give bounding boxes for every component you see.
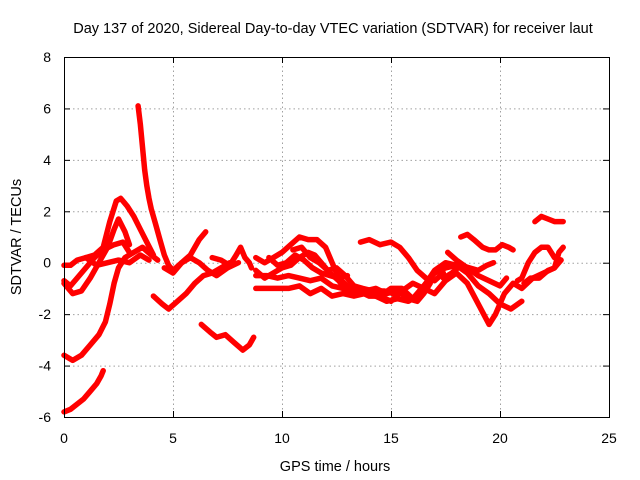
series-arc3 xyxy=(61,367,106,415)
y-tick-label: 0 xyxy=(43,255,51,271)
x-tick-label: 0 xyxy=(60,430,68,446)
series-arc11 xyxy=(209,244,255,271)
series-layer xyxy=(61,103,566,415)
x-tick-label: 5 xyxy=(169,430,177,446)
series-arc23 xyxy=(521,244,566,287)
series-arc1 xyxy=(61,216,133,297)
series-arc4 xyxy=(61,195,157,269)
series-arc17 xyxy=(266,252,351,281)
x-tick-label: 20 xyxy=(492,430,508,446)
series-arc8 xyxy=(150,259,233,312)
series-arc18 xyxy=(357,236,447,284)
series-arc21 xyxy=(458,231,516,253)
x-tick-label: 25 xyxy=(601,430,617,446)
series-arc7 xyxy=(135,103,242,279)
series-arc10 xyxy=(198,321,257,353)
series-arc15 xyxy=(253,272,433,305)
y-tick-label: 8 xyxy=(43,49,51,65)
series-arc19 xyxy=(444,249,510,289)
y-tick-label: 2 xyxy=(43,203,51,219)
y-axis-label: SDTVAR / TECUs xyxy=(9,179,25,295)
x-tick-label: 10 xyxy=(274,430,290,446)
y-tick-label: -4 xyxy=(39,358,52,374)
series-arc5 xyxy=(61,239,133,289)
tick-layer: 0 5 10 15 20 25 -6 -4 -2 0 2 4 6 8 xyxy=(39,49,617,446)
series-arc20 xyxy=(440,259,497,281)
series-arc9 xyxy=(161,229,209,276)
chart-title: Day 137 of 2020, Sidereal Day-to-day VTE… xyxy=(73,21,593,37)
y-tick-label: 6 xyxy=(43,100,51,116)
series-arc2 xyxy=(61,244,161,364)
series-arc6 xyxy=(83,252,152,269)
y-tick-label: -2 xyxy=(39,306,52,322)
plot-frame xyxy=(64,57,610,418)
series-arc22 xyxy=(514,244,564,284)
series-arc24 xyxy=(532,213,566,225)
series-arc16 xyxy=(290,244,396,297)
x-axis-label: GPS time / hours xyxy=(280,459,390,475)
x-tick-label: 15 xyxy=(383,430,399,446)
y-tick-label: 4 xyxy=(43,152,51,168)
y-tick-label: -6 xyxy=(39,409,52,425)
